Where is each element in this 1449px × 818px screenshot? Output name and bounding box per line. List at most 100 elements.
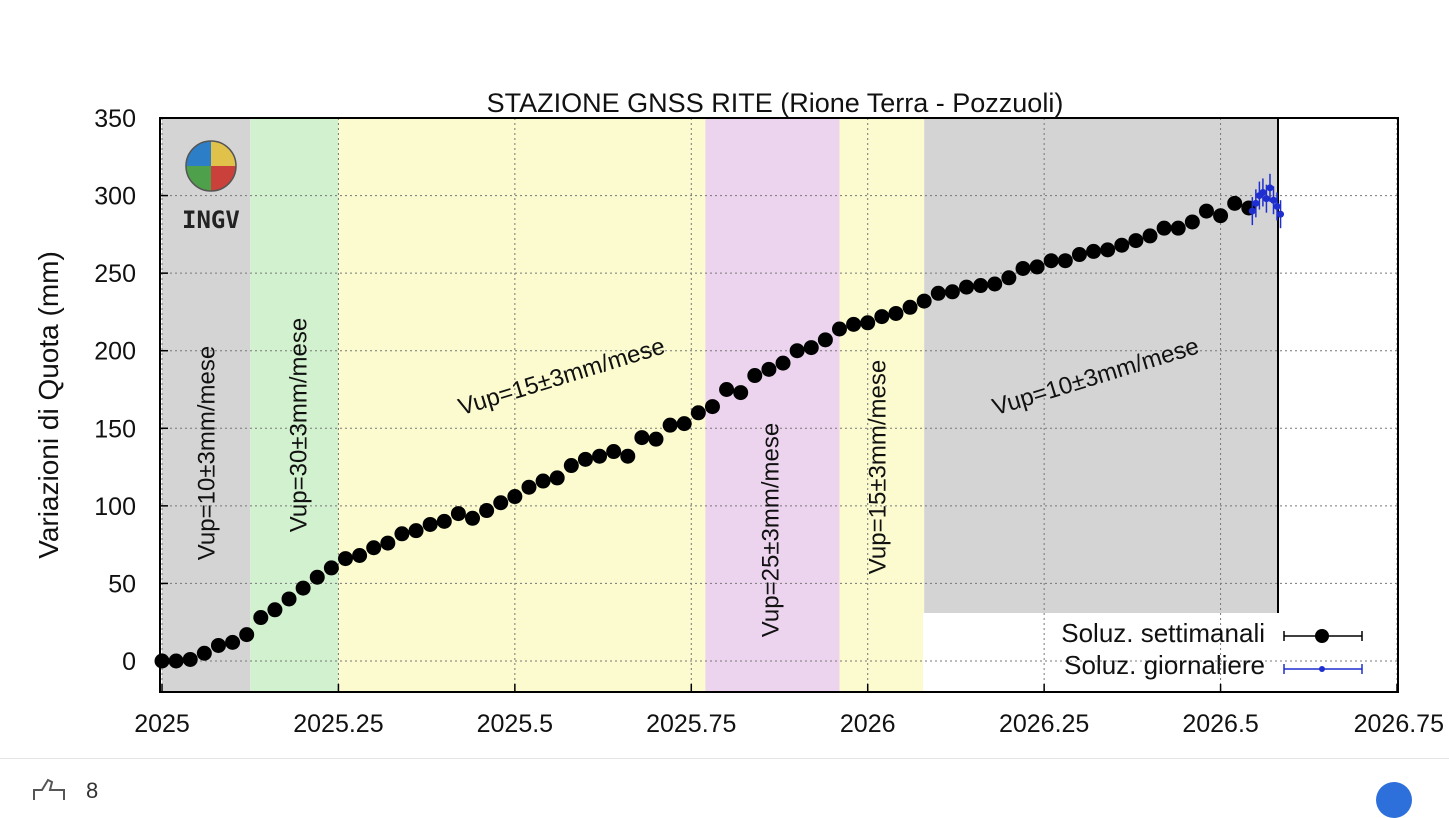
legend-area (923, 613, 1398, 692)
post-action-bar (0, 758, 1449, 801)
weekly-point (620, 448, 636, 464)
weekly-point (450, 506, 466, 522)
weekly-point (422, 516, 438, 532)
weekly-point (521, 479, 537, 495)
weekly-point (1156, 220, 1172, 236)
weekly-point (295, 580, 311, 596)
y-tick-label: 100 (94, 493, 136, 521)
weekly-point (733, 385, 749, 401)
legend-label-daily: Soluz. giornaliere (1064, 650, 1265, 680)
chart: 2025 2025.25 2025.5 2025.75 2026 2026.25 2026.… (33, 88, 1444, 738)
weekly-point (662, 417, 678, 433)
weekly-point (874, 309, 890, 325)
weekly-point (154, 653, 170, 669)
weekly-point (1086, 243, 1102, 259)
weekly-point (592, 448, 608, 464)
weekly-point (704, 399, 720, 415)
weekly-point (676, 416, 692, 432)
weekly-point (987, 276, 1003, 292)
weekly-point (817, 332, 833, 348)
y-tick-label: 250 (94, 260, 136, 288)
weekly-point (944, 284, 960, 300)
weekly-point (930, 285, 946, 301)
daily-point (1259, 188, 1267, 196)
share-icon[interactable] (1376, 782, 1412, 818)
weekly-point (535, 473, 551, 489)
weekly-point (577, 451, 593, 467)
axis-ticks: 2025 2025.25 2025.5 2025.75 2026 2026.25 2026.… (94, 105, 1444, 738)
weekly-point (1227, 195, 1243, 211)
weekly-point (1057, 253, 1073, 269)
weekly-point (1213, 208, 1229, 224)
data-points (154, 173, 1285, 669)
weekly-point (789, 343, 805, 359)
weekly-point (408, 523, 424, 539)
weekly-point (337, 551, 353, 567)
legend: Soluz. settimanali Soluz. giornaliere (1061, 618, 1363, 680)
weekly-point (606, 444, 622, 460)
x-tick-label: 2025.25 (293, 710, 383, 738)
weekly-point (1128, 233, 1144, 249)
like-count: 8 (86, 778, 99, 803)
y-tick-label: 0 (122, 648, 136, 676)
weekly-point (507, 489, 523, 505)
y-tick-label: 200 (94, 338, 136, 366)
weekly-point (281, 591, 297, 607)
weekly-point (563, 458, 579, 474)
weekly-point (846, 316, 862, 332)
weekly-point (888, 305, 904, 321)
weekly-point (916, 293, 932, 309)
band-rate-label: Vup=30±3mm/mese (285, 318, 312, 532)
ingv-logo-text: INGV (182, 206, 240, 234)
daily-point (1252, 199, 1260, 207)
weekly-point (973, 278, 989, 294)
weekly-point (1001, 270, 1017, 286)
band-rate-label: Vup=10±3mm/mese (193, 346, 220, 560)
weekly-point (690, 405, 706, 421)
weekly-point (465, 510, 481, 526)
weekly-point (309, 569, 325, 585)
plot-frame (159, 117, 1399, 693)
weekly-point (168, 653, 184, 669)
weekly-point (549, 470, 565, 486)
ingv-logo: INGV (182, 140, 240, 234)
weekly-point (1114, 237, 1130, 253)
rate-band (924, 118, 1278, 613)
weekly-point (225, 634, 241, 650)
y-tick-label: 150 (94, 415, 136, 443)
weekly-point (267, 602, 283, 618)
weekly-point (352, 548, 368, 564)
weekly-point (1184, 214, 1200, 230)
daily-point (1248, 207, 1256, 215)
weekly-point (803, 340, 819, 356)
daily-point (1262, 195, 1270, 203)
x-tick-label: 2025 (134, 710, 190, 738)
x-tick-label: 2026.5 (1182, 710, 1258, 738)
rate-band (839, 118, 925, 692)
legend-swatch-daily (1319, 666, 1325, 672)
weekly-point (959, 279, 975, 295)
y-tick-label: 50 (108, 570, 136, 598)
x-tick-label: 2026 (840, 710, 896, 738)
y-tick-label: 350 (94, 105, 136, 133)
weekly-point (493, 495, 509, 511)
x-tick-label: 2025.5 (477, 710, 553, 738)
y-axis-label: Variazioni di Quota (mm) (33, 251, 64, 559)
rate-band (338, 118, 706, 692)
weekly-point (747, 368, 763, 384)
weekly-point (210, 637, 226, 653)
weekly-point (1043, 253, 1059, 269)
weekly-point (1071, 247, 1087, 263)
legend-swatch-weekly (1315, 629, 1329, 643)
daily-point (1270, 196, 1277, 204)
weekly-point (1100, 242, 1116, 258)
weekly-point (761, 361, 777, 377)
weekly-point (775, 355, 791, 371)
rate-band (705, 118, 840, 692)
thumbs-up-icon[interactable] (30, 778, 70, 800)
legend-label-weekly: Soluz. settimanali (1061, 618, 1265, 648)
weekly-point (380, 535, 396, 551)
y-tick-label: 300 (94, 183, 136, 211)
weekly-point (239, 627, 255, 643)
weekly-point (719, 382, 735, 397)
